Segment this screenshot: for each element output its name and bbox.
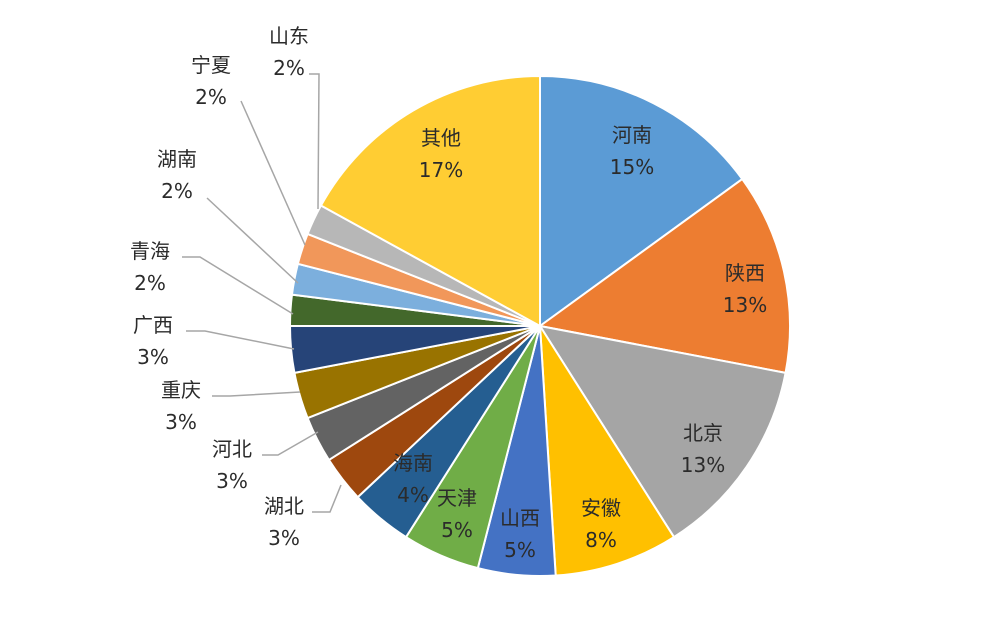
slice-name-label: 山东 bbox=[269, 24, 309, 48]
pie-slice-0 bbox=[539, 75, 744, 327]
leader-line-12 bbox=[206, 197, 299, 284]
slice-percent-label: 2% bbox=[273, 56, 305, 80]
slice-percent-label: 5% bbox=[504, 538, 536, 562]
slice-percent-label: 4% bbox=[397, 483, 429, 507]
slice-name-label: 湖南 bbox=[157, 147, 197, 171]
pie-slice-3 bbox=[539, 325, 675, 577]
slice-percent-label: 5% bbox=[441, 518, 473, 542]
leader-line-10 bbox=[186, 330, 295, 350]
slice-percent-label: 2% bbox=[195, 85, 227, 109]
slice-name-label: 河南 bbox=[612, 123, 652, 147]
leader-line-11 bbox=[182, 256, 294, 315]
slice-percent-label: 13% bbox=[723, 293, 767, 317]
slice-percent-label: 2% bbox=[134, 271, 166, 295]
slice-name-label: 北京 bbox=[683, 421, 723, 445]
pie-slice-1 bbox=[539, 178, 791, 374]
slice-name-label: 海南 bbox=[393, 451, 433, 475]
slice-percent-label: 15% bbox=[610, 155, 654, 179]
pie-slice-15 bbox=[319, 75, 541, 327]
slice-percent-label: 3% bbox=[137, 345, 169, 369]
slice-name-label: 青海 bbox=[130, 239, 170, 263]
slice-percent-label: 8% bbox=[585, 528, 617, 552]
leader-line-7 bbox=[312, 484, 342, 513]
leader-lines bbox=[182, 73, 342, 513]
slice-name-label: 陕西 bbox=[725, 261, 765, 285]
slice-name-label: 天津 bbox=[437, 486, 477, 510]
leader-line-8 bbox=[262, 431, 319, 456]
pie-slices bbox=[289, 75, 791, 577]
slice-percent-label: 13% bbox=[681, 453, 725, 477]
slice-labels: 河南 15% 陕西 13% 北京 13% 安徽 8% 山西 5% 天津 5% 海南 4% 湖北 3% 河北 3% 重… bbox=[130, 24, 767, 562]
slice-percent-label: 2% bbox=[161, 179, 193, 203]
slice-name-label: 其他 bbox=[421, 126, 461, 150]
pie-slice-2 bbox=[539, 325, 787, 539]
leader-line-9 bbox=[212, 391, 301, 397]
slice-name-label: 广西 bbox=[133, 313, 173, 337]
slice-name-label: 山西 bbox=[500, 506, 540, 530]
slice-percent-label: 3% bbox=[268, 526, 300, 550]
leader-line-13 bbox=[240, 100, 306, 246]
leader-line-14 bbox=[309, 73, 320, 210]
slice-percent-label: 3% bbox=[165, 410, 197, 434]
slice-name-label: 河北 bbox=[212, 437, 252, 461]
slice-percent-label: 3% bbox=[216, 469, 248, 493]
slice-name-label: 湖北 bbox=[264, 494, 304, 518]
slice-name-label: 宁夏 bbox=[191, 53, 231, 77]
slice-name-label: 重庆 bbox=[161, 378, 201, 402]
slice-percent-label: 17% bbox=[419, 158, 463, 182]
slice-name-label: 安徽 bbox=[581, 496, 621, 520]
